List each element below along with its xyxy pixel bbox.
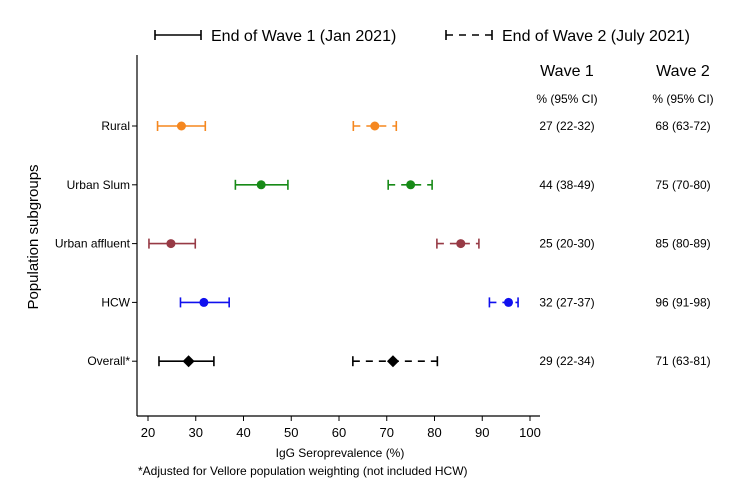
x-tick-label: 30 [189,425,203,440]
w1-point [199,297,209,307]
x-tick-label: 70 [380,425,394,440]
x-tick-label: 100 [519,425,541,440]
row-overall-: Overall* 29 (22-34) 71 (63-81) [87,354,710,368]
row-urban-slum: Urban Slum 44 (38-49) 75 (70-80) [67,178,711,192]
x-tick-label: 20 [141,425,155,440]
wave2-value: 68 (63-72) [655,119,710,133]
w1-point [176,121,186,131]
table-subheader-wave1: % (95% CI) [536,92,597,106]
w2-point [456,239,466,249]
wave2-value: 75 (70-80) [655,178,710,192]
x-axis-label: IgG Seroprevalence (%) [276,446,405,460]
table-subheader-wave2: % (95% CI) [652,92,713,106]
category-label: Urban Slum [67,178,130,192]
category-label: Urban affluent [55,237,131,251]
wave1-value: 32 (27-37) [539,295,594,309]
x-tick-label: 50 [284,425,298,440]
x-tick-label: 60 [332,425,346,440]
legend: End of Wave 1 (Jan 2021) End of Wave 2 (J… [154,28,690,45]
row-urban-affluent: Urban affluent 25 (20-30) 85 (80-89) [55,237,711,251]
wave2-value: 85 (80-89) [655,237,710,251]
table-header-wave1: Wave 1 [540,63,594,80]
y-axis-label: Population subgroups [25,164,42,309]
category-label: Rural [101,119,130,133]
wave1-value: 27 (22-32) [539,119,594,133]
row-hcw: HCW 32 (27-37) 96 (91-98) [101,295,710,309]
category-label: Overall* [87,354,130,368]
w2-point [406,180,416,190]
wave2-value: 96 (91-98) [655,295,710,309]
legend-label-wave2: End of Wave 2 (July 2021) [502,28,690,45]
x-tick-label: 90 [475,425,489,440]
x-tick-label: 40 [236,425,250,440]
footnote: *Adjusted for Vellore population weighti… [138,464,468,478]
wave2-value: 71 (63-81) [655,354,710,368]
w2-point [386,355,399,368]
wave1-value: 44 (38-49) [539,178,594,192]
w2-point [370,121,380,131]
wave1-value: 25 (20-30) [539,237,594,251]
w1-point [256,180,266,190]
category-label: HCW [101,295,130,309]
w2-point [504,297,514,307]
w1-point [182,355,195,368]
legend-label-wave1: End of Wave 1 (Jan 2021) [211,28,396,45]
wave1-value: 29 (22-34) [539,354,594,368]
w1-point [166,239,176,249]
table-header-wave2: Wave 2 [656,63,710,80]
row-rural: Rural 27 (22-32) 68 (63-72) [101,119,710,133]
x-tick-label: 80 [427,425,441,440]
